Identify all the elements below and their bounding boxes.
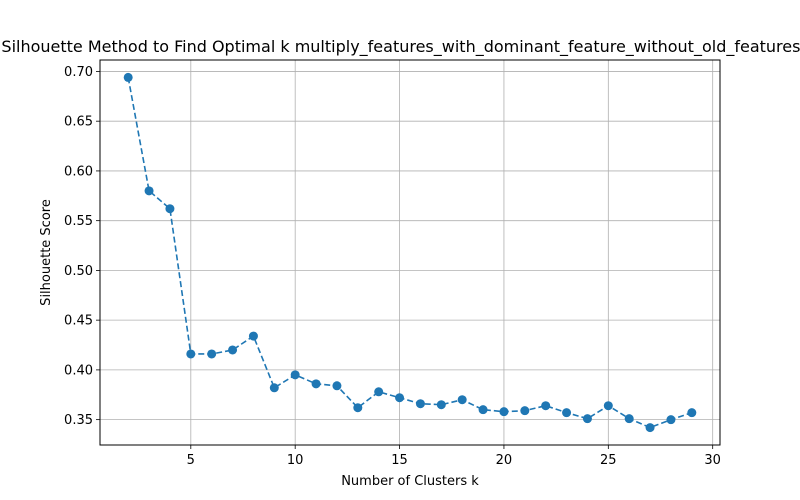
data-point <box>144 186 154 196</box>
data-point <box>248 331 258 341</box>
data-point <box>123 72 133 82</box>
data-point <box>499 407 509 417</box>
data-point <box>457 395 467 405</box>
series-layer <box>123 72 697 433</box>
x-tick-label: 20 <box>496 453 513 468</box>
data-point <box>353 403 363 413</box>
x-tick-label: 30 <box>704 453 721 468</box>
data-point <box>582 414 592 424</box>
y-axis-label: Silhouette Score <box>39 199 54 306</box>
data-point <box>374 387 384 397</box>
y-tick-label: 0.65 <box>64 115 93 130</box>
y-tick-label: 0.55 <box>64 214 93 229</box>
data-point <box>290 370 300 380</box>
data-point <box>520 406 530 416</box>
data-point <box>186 349 196 359</box>
ticks: 5 10 15 20 25 30 0.35 0.40 0.45 0.50 0.55 0.60 0.65 0… <box>64 65 721 468</box>
data-point <box>645 423 655 433</box>
y-tick-label: 0.35 <box>64 413 93 428</box>
data-point <box>603 401 613 411</box>
data-point <box>395 393 405 403</box>
y-tick-label: 0.45 <box>64 314 93 329</box>
data-point <box>269 383 279 393</box>
x-tick-label: 5 <box>187 453 195 468</box>
y-tick-label: 0.50 <box>64 264 93 279</box>
x-tick-label: 25 <box>600 453 617 468</box>
y-tick-label: 0.40 <box>64 363 93 378</box>
y-tick-label: 0.60 <box>64 164 93 179</box>
data-point <box>415 399 425 409</box>
x-axis-label: Number of Clusters k <box>341 474 479 489</box>
y-tick-label: 0.70 <box>64 65 93 80</box>
data-point <box>207 349 217 359</box>
data-point <box>562 408 572 418</box>
data-point <box>228 345 238 355</box>
data-point <box>687 408 697 418</box>
data-point <box>332 381 342 391</box>
data-point <box>478 405 488 415</box>
data-point <box>436 400 446 410</box>
data-point <box>624 414 634 424</box>
x-tick-label: 15 <box>391 453 408 468</box>
data-point <box>311 379 321 389</box>
data-point <box>165 204 175 214</box>
chart-title: Silhouette Method to Find Optimal k mult… <box>1 37 800 57</box>
grid <box>100 60 720 445</box>
data-point <box>541 401 551 411</box>
plot-frame <box>99 59 721 446</box>
x-tick-label: 10 <box>287 453 304 468</box>
series-line <box>127 77 693 429</box>
data-point <box>666 415 676 425</box>
